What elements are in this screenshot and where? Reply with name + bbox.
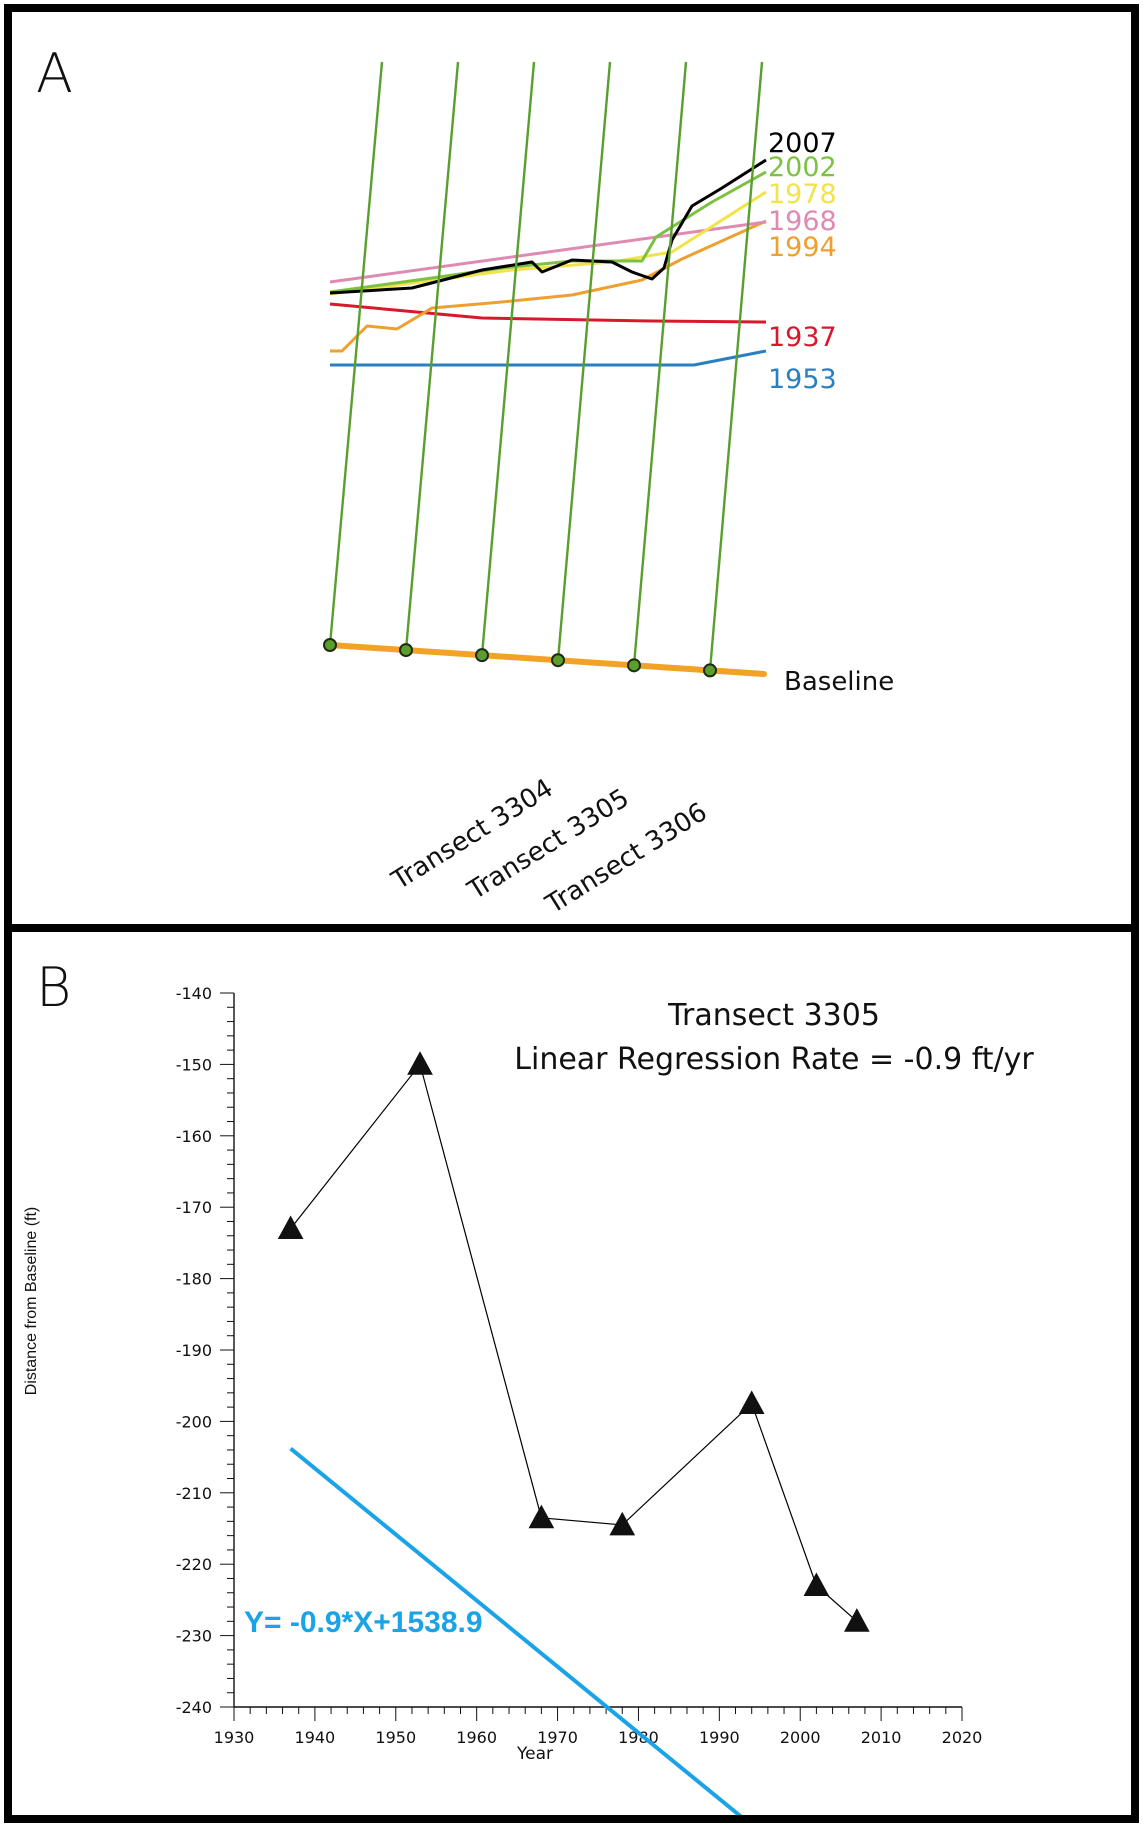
data-point-triangle <box>844 1608 870 1632</box>
regression-equation: Y= -0.9*X+1538.9 <box>244 1606 483 1639</box>
transect-line <box>480 61 536 656</box>
shoreline-label-1994: 1994 <box>768 232 837 263</box>
shoreline-1968 <box>329 220 767 284</box>
shoreline-label-2002: 2002 <box>768 152 837 183</box>
regression-line <box>289 1446 743 1815</box>
y-tick-label: -180 <box>176 1270 212 1289</box>
transect-line <box>404 61 460 651</box>
baseline-label: Baseline <box>784 667 894 697</box>
shoreline-1953 <box>330 349 767 367</box>
x-tick-label: 2010 <box>861 1728 902 1747</box>
x-tick-label: 2020 <box>942 1728 983 1747</box>
data-point-triangle <box>277 1215 304 1240</box>
x-tick-label: 1950 <box>375 1728 416 1747</box>
data-point-triangle <box>803 1572 830 1597</box>
shoreline-label-1968: 1968 <box>768 206 837 237</box>
x-tick-label: 1970 <box>537 1728 578 1747</box>
transect-line <box>632 61 688 666</box>
data-point-triangle <box>609 1511 636 1536</box>
data-point-triangle <box>407 1051 433 1075</box>
data-point-triangle <box>528 1504 555 1529</box>
shoreline-1978 <box>329 190 767 296</box>
y-tick-label: -140 <box>176 984 212 1003</box>
x-tick-label: 1990 <box>699 1728 740 1747</box>
y-tick-label: -230 <box>176 1627 212 1646</box>
chart-title: Transect 3305 <box>667 998 880 1033</box>
shoreline-label-1953: 1953 <box>768 364 837 395</box>
transect-node <box>703 663 717 678</box>
transect-node <box>627 658 641 673</box>
y-tick-label: -170 <box>176 1198 212 1217</box>
chart-subtitle: Linear Regression Rate = -0.9 ft/yr <box>514 1042 1034 1077</box>
transect-node <box>551 653 565 668</box>
shoreline-label-1978: 1978 <box>768 179 837 210</box>
baseline-line <box>327 642 767 677</box>
x-axis-label: Year <box>516 1744 553 1764</box>
y-tick-label: -240 <box>176 1698 212 1717</box>
transect-line <box>328 61 384 646</box>
transect-node <box>323 638 337 652</box>
transect-line <box>556 61 612 661</box>
panel-b-letter: B <box>36 956 72 1019</box>
panel-b: B Distance from Baseline (ft) -140 -150 -1… <box>4 924 1139 1823</box>
regression-chart: -140 -150 -160 -170 -180 -190 -200 -210 -220 -230… <box>176 984 1034 1815</box>
x-tick-label: 2000 <box>780 1728 821 1747</box>
x-tick-label: 1960 <box>456 1728 497 1747</box>
x-tick-label: 1940 <box>295 1728 336 1747</box>
y-tick-label: -190 <box>176 1341 212 1360</box>
panel-a-letter: A <box>36 42 73 105</box>
y-tick-label: -150 <box>176 1055 212 1074</box>
x-tick-label: 1930 <box>214 1728 255 1747</box>
data-point-triangle <box>738 1390 765 1414</box>
shoreline-map: 2007200219781968199419371953BaselineTran… <box>323 61 894 920</box>
shoreline-1937 <box>329 302 767 324</box>
shoreline-2007 <box>329 158 767 295</box>
y-tick-label: -220 <box>176 1555 212 1574</box>
transect-node <box>399 643 413 658</box>
y-tick-label: -200 <box>176 1412 212 1431</box>
shoreline-label-1937: 1937 <box>768 322 837 353</box>
y-tick-label: -210 <box>176 1484 212 1503</box>
y-tick-label: -160 <box>176 1127 212 1146</box>
transect-line <box>708 61 764 671</box>
transect-node <box>475 648 489 663</box>
series-line <box>290 1063 858 1622</box>
shoreline-label-2007: 2007 <box>768 128 837 159</box>
panel-a: A 2007 2002 1978 1968 1994 1937 1953 Baseline Tr… <box>4 4 1139 932</box>
